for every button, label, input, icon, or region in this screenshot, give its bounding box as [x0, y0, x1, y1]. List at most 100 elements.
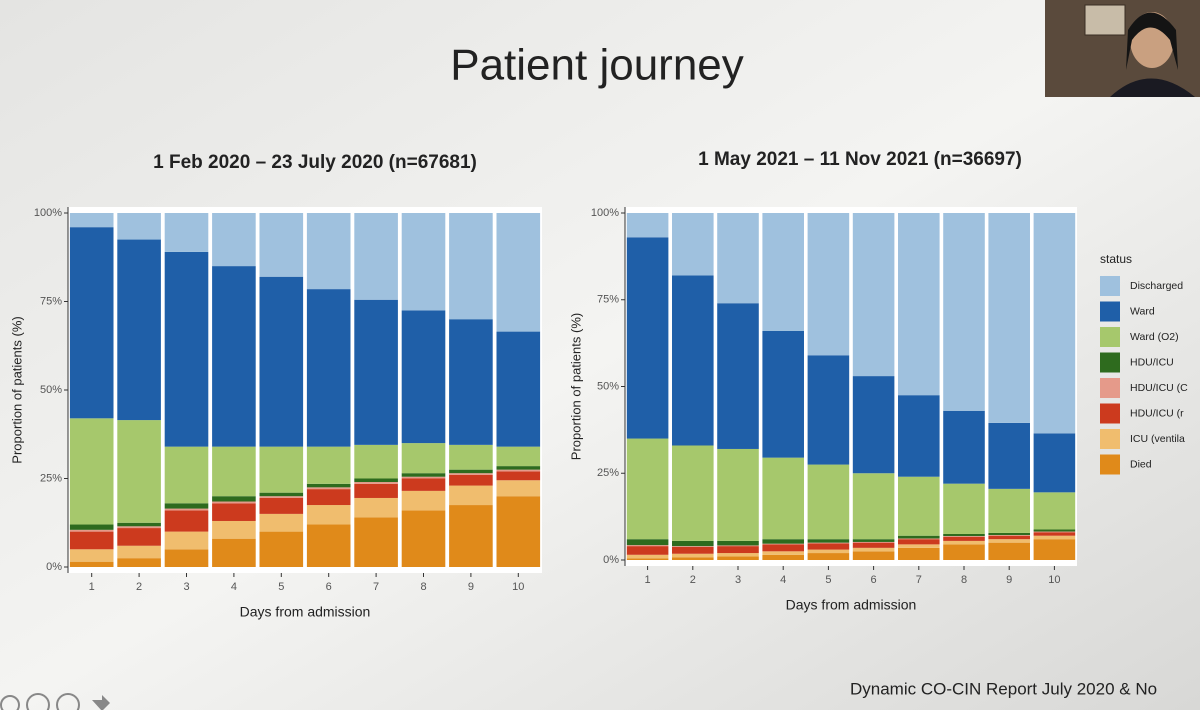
bar-segment	[717, 303, 759, 449]
x-tick-label: 5	[278, 581, 284, 593]
bar-segment	[762, 539, 804, 544]
x-tick-label: 8	[961, 574, 967, 586]
bar-segment	[852, 542, 895, 548]
x-tick-label: 6	[326, 581, 332, 593]
bar-segment	[1033, 539, 1076, 560]
bar-segment	[212, 501, 256, 504]
y-axis-label: Proportion of patients (%)	[9, 316, 24, 463]
bar-segment	[626, 438, 669, 540]
bar-segment	[943, 483, 985, 534]
bar-segment	[259, 497, 304, 514]
y-tick-label: 75%	[597, 294, 619, 306]
bar-segment	[717, 448, 759, 541]
bar-segment	[898, 538, 940, 540]
legend-label: Died	[1130, 458, 1152, 470]
bar-segment	[164, 213, 209, 252]
bar-segment	[943, 540, 985, 545]
bar-segment	[943, 544, 985, 560]
bar-segment	[943, 533, 985, 537]
bar-segment	[988, 532, 1030, 536]
bar-segment	[449, 473, 493, 475]
bar-segment	[943, 536, 985, 537]
bar-segment	[306, 487, 351, 490]
bar-segment	[354, 299, 398, 445]
bar-segment	[306, 446, 351, 484]
bar-segment	[306, 489, 351, 506]
bar-segment	[69, 227, 114, 419]
bar-segment	[852, 539, 895, 542]
bar-segment	[762, 544, 804, 552]
slide-title: Patient journey	[450, 41, 744, 90]
bar-segment	[354, 483, 398, 498]
bar-segment	[762, 543, 804, 545]
legend-label: HDU/ICU	[1130, 356, 1174, 368]
legend-label: Ward (O2)	[1130, 331, 1179, 343]
bar-segment	[852, 541, 895, 543]
bar-segment	[354, 482, 398, 484]
bar-segment	[1033, 532, 1076, 536]
bar-segment	[496, 331, 541, 447]
bar-segment	[762, 554, 804, 560]
legend-label: HDU/ICU (r	[1130, 407, 1184, 419]
bar-segment	[449, 444, 493, 470]
bar-segment	[988, 535, 1030, 536]
bar-segment	[401, 490, 446, 511]
bar-segment	[898, 547, 940, 560]
bar-segment	[401, 476, 446, 479]
y-tick-label: 0%	[46, 561, 62, 573]
bar-segment	[117, 420, 161, 523]
bar-segment	[164, 446, 209, 504]
bar-segment	[259, 513, 304, 532]
bar-segment	[717, 213, 759, 304]
bar-segment	[898, 544, 940, 548]
bar-segment	[672, 213, 714, 276]
bar-segment	[496, 466, 541, 470]
y-tick-label: 100%	[34, 207, 62, 219]
bar-segment	[401, 510, 446, 567]
bar-segment	[449, 485, 493, 506]
bar-segment	[496, 480, 541, 497]
y-tick-label: 25%	[597, 467, 619, 479]
bar-segment	[898, 535, 940, 539]
legend-label: Ward	[1130, 305, 1155, 317]
bar-segment	[117, 239, 161, 421]
bar-segment	[762, 551, 804, 555]
bar-segment	[306, 213, 351, 290]
x-tick-label: 7	[916, 574, 922, 586]
bar-segment	[762, 457, 804, 540]
bar-segment	[117, 558, 161, 567]
legend-swatch	[1100, 327, 1120, 347]
bar-segment	[164, 508, 209, 511]
x-tick-label: 4	[231, 581, 237, 593]
x-tick-label: 3	[183, 581, 189, 593]
bar-segment	[898, 395, 940, 477]
x-tick-label: 9	[468, 581, 474, 593]
bar-segment	[672, 275, 714, 446]
x-tick-label: 1	[89, 581, 95, 593]
bar-segment	[164, 251, 209, 447]
bar-segment	[69, 524, 114, 530]
bar-segment	[807, 549, 850, 554]
bar-segment	[626, 213, 669, 238]
bar-segment	[212, 520, 256, 539]
bar-segment	[717, 545, 759, 547]
bar-segment	[807, 213, 850, 356]
x-tick-label: 9	[1006, 574, 1012, 586]
bar-segment	[672, 540, 714, 547]
x-tick-label: 6	[871, 574, 877, 586]
bar-segment	[988, 535, 1030, 540]
bar-segment	[496, 469, 541, 472]
bar-segment	[1033, 213, 1076, 434]
bar-segment	[449, 213, 493, 320]
bar-segment	[164, 531, 209, 550]
bar-segment	[1033, 529, 1076, 532]
bar-segment	[852, 551, 895, 560]
y-tick-label: 50%	[597, 380, 619, 392]
legend-swatch	[1100, 429, 1120, 449]
x-tick-label: 3	[735, 574, 741, 586]
bar-segment	[69, 549, 114, 562]
x-tick-label: 1	[645, 574, 651, 586]
bar-segment	[306, 524, 351, 567]
